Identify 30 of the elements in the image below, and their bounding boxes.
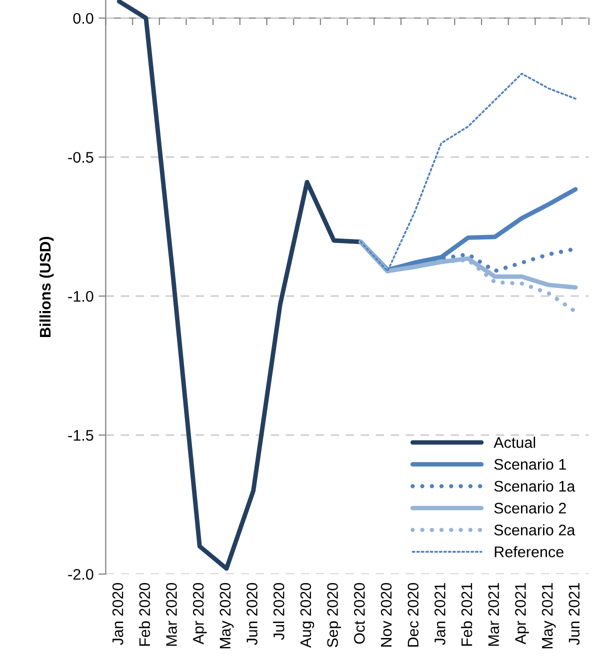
legend-label: Scenario 2a [494,524,576,536]
legend-label: Scenario 1a [494,480,576,492]
x-tick-label: Jan 2020 [112,583,124,646]
y-tick-label: -1.5 [68,430,94,441]
legend-label: Reference [494,546,564,558]
x-tick-label: Apr 2021 [515,583,529,644]
x-tick-label: May 2021 [542,583,556,648]
x-tick-label: Aug 2020 [300,583,314,648]
x-tick-label: Dec 2020 [408,583,419,647]
x-tick-label: Nov 2020 [380,583,392,647]
x-tick-label: Oct 2020 [354,583,365,644]
x-tick-label: Feb 2021 [460,583,472,646]
y-axis-title: Billions (USD) [39,236,54,337]
x-tick-label: Mar 2021 [488,583,500,646]
x-tick-label: Jan 2021 [434,583,446,646]
legend-label: Scenario 1 [494,458,566,470]
legend-label: Actual [494,436,536,448]
y-tick-label: -0.5 [68,152,94,163]
x-tick-label: Jun 2021 [568,583,580,646]
y-tick-label: -2.0 [68,568,94,580]
x-tick-label: Jun 2020 [246,583,258,646]
x-tick-label: Mar 2020 [166,583,177,646]
legend-label: Scenario 2 [494,502,566,514]
y-tick-label: -1.0 [68,290,94,302]
x-tick-label: Apr 2020 [192,583,207,644]
x-tick-label: Jul 2020 [273,583,284,640]
x-tick-label: Feb 2020 [138,583,150,646]
x-tick-label: May 2020 [220,583,234,648]
x-tick-label: Sep 2020 [327,583,341,648]
y-tick-label: 0.0 [73,12,94,24]
